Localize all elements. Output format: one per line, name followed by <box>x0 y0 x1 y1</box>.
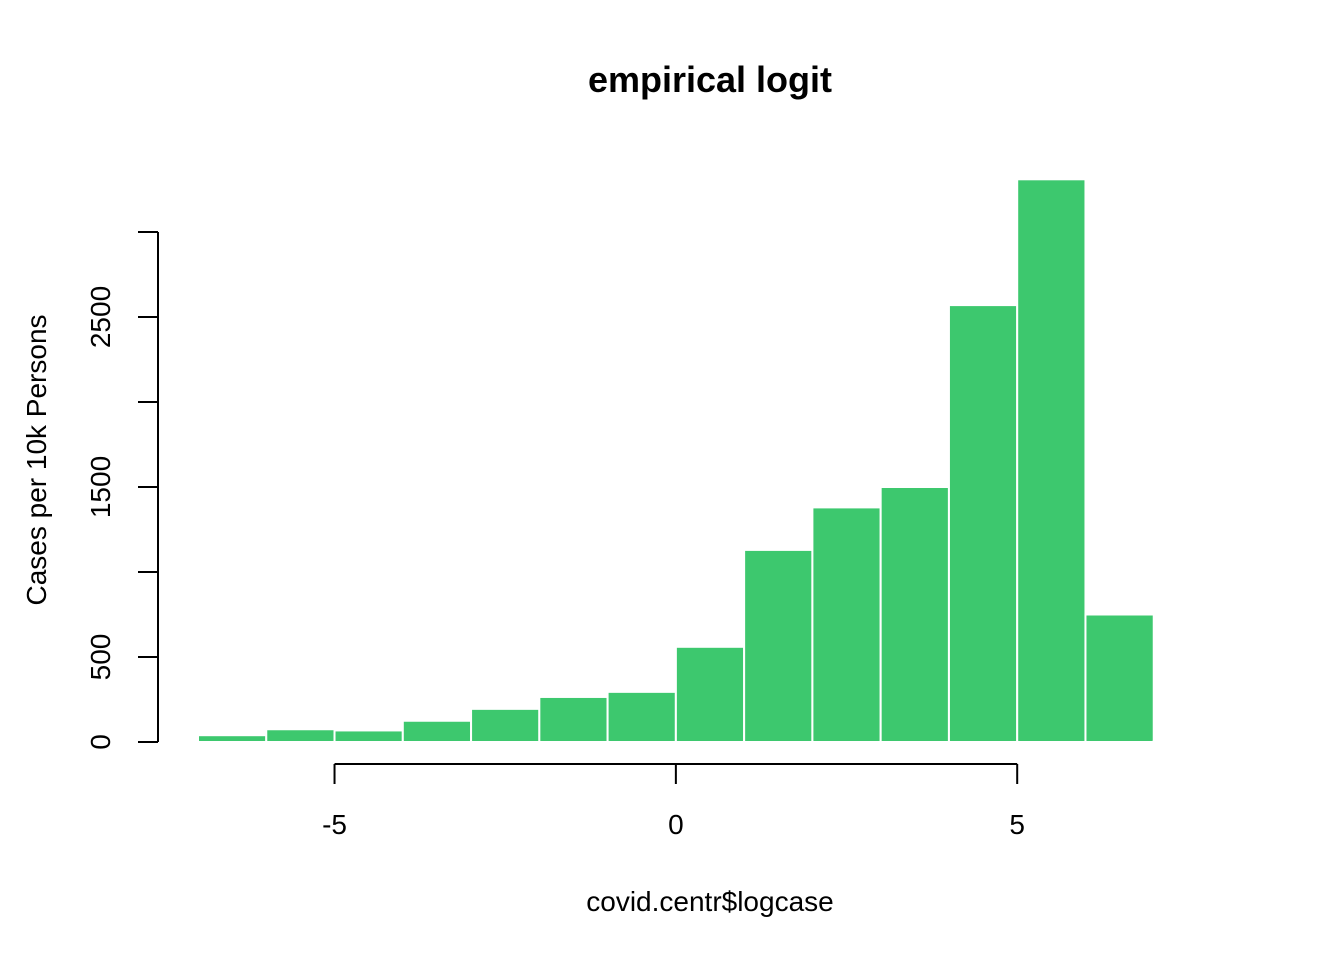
x-axis: -5 0 5 <box>322 763 1025 840</box>
x-tick-label: 5 <box>1009 809 1025 840</box>
x-tick-label: 0 <box>668 809 684 840</box>
histogram-bar <box>811 506 882 743</box>
chart-title: empirical logit <box>588 59 832 100</box>
histogram-bar <box>470 707 541 743</box>
histogram-bar <box>606 690 677 743</box>
bars-group <box>197 178 1223 744</box>
histogram-bar <box>1016 178 1087 744</box>
x-tick-label: -5 <box>322 809 347 840</box>
histogram-bar <box>674 645 746 743</box>
x-axis-label: covid.centr$logcase <box>586 886 833 917</box>
histogram-bar <box>1152 740 1223 744</box>
y-axis: 0 500 1500 2500 <box>85 231 159 750</box>
y-tick-label: 500 <box>85 634 116 681</box>
y-tick-label: 0 <box>85 734 116 750</box>
y-tick-label: 2500 <box>85 286 116 348</box>
histogram-bar <box>401 719 473 743</box>
histogram-bar <box>265 728 336 743</box>
histogram-bar <box>1084 613 1155 743</box>
histogram-bar <box>879 486 950 743</box>
histogram-bar <box>333 729 404 744</box>
histogram-bar <box>197 734 268 744</box>
y-tick-label: 1500 <box>85 456 116 518</box>
y-axis-label: Cases per 10k Persons <box>21 314 52 605</box>
histogram-bar <box>743 548 814 744</box>
histogram-bar <box>538 695 609 744</box>
histogram-bar <box>947 304 1019 743</box>
